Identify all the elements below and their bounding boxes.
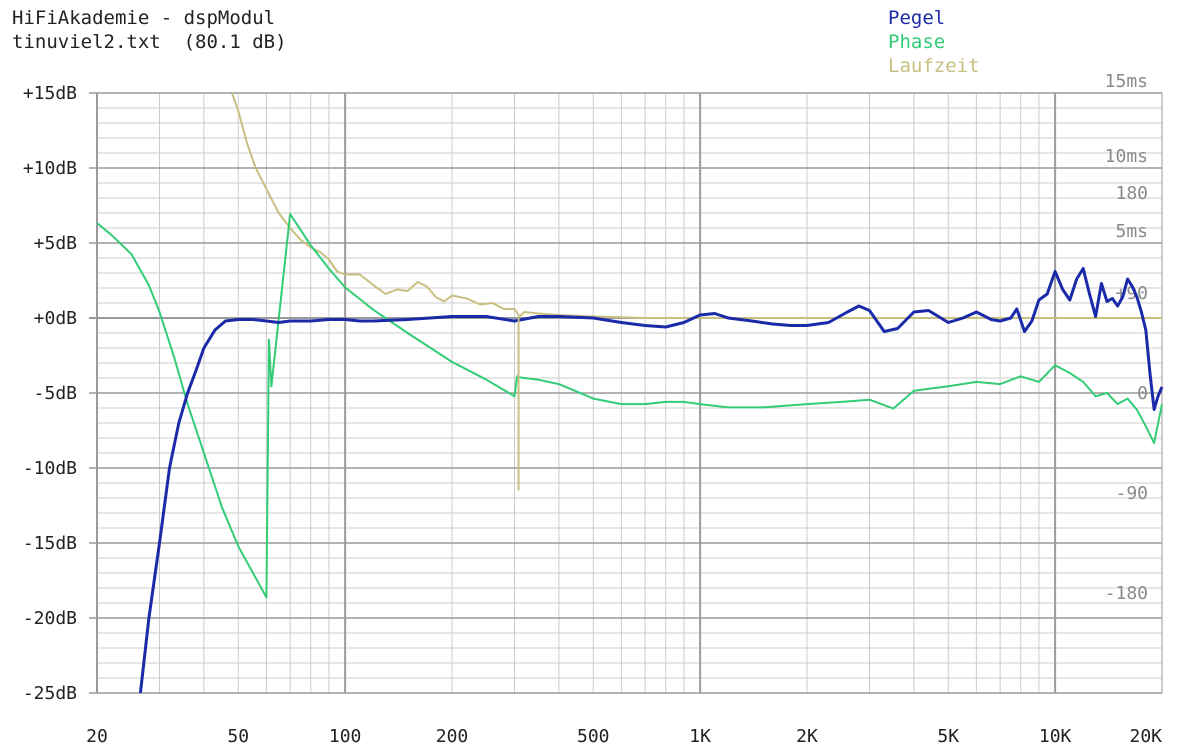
x-tick-label: 5K: [937, 726, 959, 747]
y-tick-label: +0dB: [34, 308, 77, 329]
y-tick-label: +15dB: [23, 83, 77, 104]
y-tick-label: -25dB: [23, 683, 77, 704]
y-tick-label: -15dB: [23, 533, 77, 554]
series-line-laufzeit: [231, 92, 1162, 319]
right-tick-label-laufzeit: 10ms: [1105, 146, 1148, 167]
series-line-pegel: [138, 267, 1164, 694]
y-tick-label: -5dB: [34, 383, 77, 404]
y-tick-label: -20dB: [23, 608, 77, 629]
chart-subtitle: tinuviel2.txt (80.1 dB): [12, 31, 287, 53]
x-tick-label: 10K: [1039, 726, 1072, 747]
x-tick-label: 2K: [796, 726, 818, 747]
x-tick-label: 500: [577, 726, 610, 747]
y-tick-label: +5dB: [34, 233, 77, 254]
right-tick-label-phase: 0: [1137, 383, 1148, 404]
x-tick-label: 100: [329, 726, 362, 747]
y-tick-label: +10dB: [23, 158, 77, 179]
x-tick-label: 20K: [1129, 726, 1162, 747]
x-tick-label: 50: [227, 726, 249, 747]
chart-title: HiFiAkademie - dspModul: [12, 7, 275, 29]
series-line-phase: [96, 213, 1163, 599]
series-group: [96, 92, 1164, 694]
right-tick-label-phase: -180: [1105, 583, 1148, 604]
legend-phase: Phase: [888, 31, 945, 53]
y-tick-labels: +15dB +10dB +5dB +0dB -5dB -10dB -15dB -20dB -25…: [23, 83, 77, 704]
grid: [89, 92, 1163, 694]
right-tick-label-phase: 180: [1115, 183, 1148, 204]
legend-pegel: Pegel: [888, 7, 945, 29]
right-tick-label-phase: -90: [1115, 483, 1148, 504]
right-tick-label-laufzeit: 5ms: [1115, 221, 1148, 242]
y-tick-label: -10dB: [23, 458, 77, 479]
x-tick-labels: 20 50 100 200 500 1K 2K 5K 10K 20K: [86, 726, 1162, 747]
x-tick-label: 200: [436, 726, 469, 747]
x-tick-label: 20: [86, 726, 108, 747]
legend-laufzeit: Laufzeit: [888, 55, 980, 77]
right-tick-label-laufzeit: 15ms: [1105, 71, 1148, 92]
x-tick-label: 1K: [689, 726, 711, 747]
